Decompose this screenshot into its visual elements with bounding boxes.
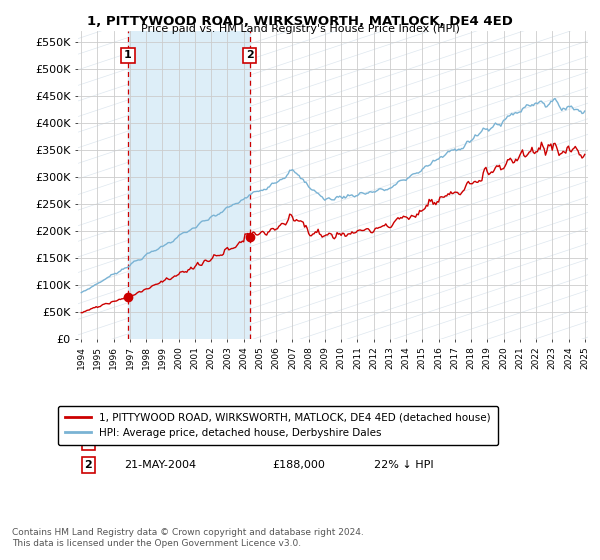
Text: 18% ↓ HPI: 18% ↓ HPI	[374, 437, 433, 447]
Text: 21-MAY-2004: 21-MAY-2004	[124, 460, 196, 470]
Text: 2: 2	[246, 50, 254, 60]
Text: Price paid vs. HM Land Registry's House Price Index (HPI): Price paid vs. HM Land Registry's House …	[140, 24, 460, 34]
Text: 1, PITTYWOOD ROAD, WIRKSWORTH, MATLOCK, DE4 4ED: 1, PITTYWOOD ROAD, WIRKSWORTH, MATLOCK, …	[87, 15, 513, 27]
Text: 1: 1	[124, 50, 132, 60]
Text: Contains HM Land Registry data © Crown copyright and database right 2024.
This d: Contains HM Land Registry data © Crown c…	[12, 528, 364, 548]
Text: £188,000: £188,000	[272, 460, 325, 470]
Text: 1: 1	[85, 437, 92, 447]
Legend: 1, PITTYWOOD ROAD, WIRKSWORTH, MATLOCK, DE4 4ED (detached house), HPI: Average p: 1, PITTYWOOD ROAD, WIRKSWORTH, MATLOCK, …	[58, 405, 498, 445]
Text: 2: 2	[85, 460, 92, 470]
Text: 22-NOV-1996: 22-NOV-1996	[124, 437, 198, 447]
Text: £77,000: £77,000	[272, 437, 317, 447]
Bar	[128, 31, 250, 339]
Text: 22% ↓ HPI: 22% ↓ HPI	[374, 460, 433, 470]
